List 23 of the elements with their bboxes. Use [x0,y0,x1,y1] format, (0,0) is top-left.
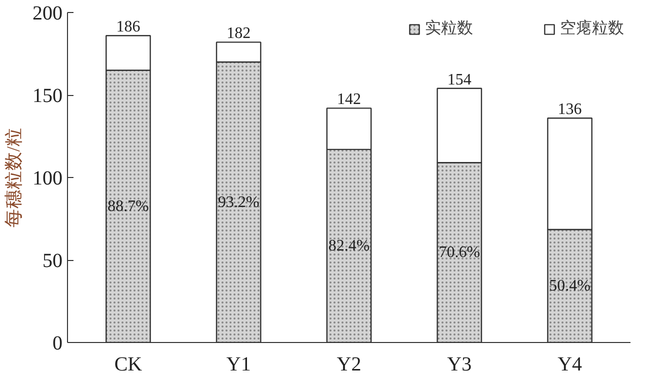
x-tick-label: Y2 [336,354,362,376]
annotation: 82.4% [328,237,370,254]
y-tick-label: 200 [32,2,62,24]
x-tick-label: Y4 [558,354,582,376]
annotation: 93.2% [218,194,260,211]
total-label: 182 [226,25,251,42]
total-label: 136 [558,101,582,118]
y-tick-label: 100 [32,168,62,190]
legend-label: 空瘪粒数 [560,18,624,39]
annotation: 88.7% [108,198,149,215]
y-tick-label: 50 [42,250,62,272]
x-tick-label: Y3 [447,354,472,376]
x-tick-label: Y1 [226,354,251,376]
y-tick-label: 150 [32,85,62,107]
total-label: 154 [447,71,472,88]
total-label: 142 [337,91,361,108]
y-tick-label: 0 [52,332,62,354]
x-tick-label: CK [114,354,143,376]
total-label: 186 [116,18,140,36]
annotation: 50.4% [549,277,590,294]
y-axis-title: 每穗粒数/粒 [4,127,24,228]
annotation: 70.6% [438,244,480,262]
legend-label: 实粒数 [425,18,473,39]
